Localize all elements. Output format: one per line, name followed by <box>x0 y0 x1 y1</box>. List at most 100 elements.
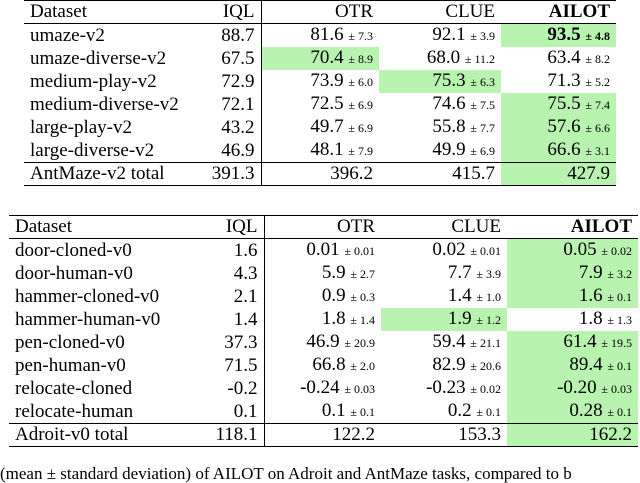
table-header-row: Dataset IQL OTR CLUE AILOT <box>9 215 638 239</box>
ailot-mean: 75.5 <box>547 93 581 114</box>
clue-mean: 0.02 <box>432 239 466 260</box>
iql-value: 2.1 <box>233 285 258 307</box>
ailot-mean: 63.4 <box>547 47 581 68</box>
dataset-name: relocate-cloned <box>15 377 133 399</box>
header-ailot: AILOT <box>501 0 616 24</box>
otr-mean: 70.4 <box>310 47 344 68</box>
ailot-mean: 0.05 <box>563 239 597 260</box>
otr-std: ± 0.3 <box>350 290 375 304</box>
header-otr: OTR <box>260 0 379 24</box>
clue-cell: 0.02 ± 0.01 <box>381 239 507 263</box>
header-iql: IQL <box>199 0 261 24</box>
table-body: door-cloned-v0 1.6 0.01 ± 0.01 0.02 ± 0.01 0… <box>9 238 638 424</box>
otr-std: ± 7.3 <box>348 29 373 43</box>
clue-cell: 75.3 ± 6.3 <box>379 70 501 93</box>
otr-std: ± 8.9 <box>348 52 373 66</box>
table-body: umaze-v2 88.7 81.6 ± 7.3 92.1 ± 3.9 93.5 ± 4… <box>24 23 616 163</box>
otr-cell: 5.9 ± 2.7 <box>263 262 381 285</box>
iql-value: -0.2 <box>227 377 258 399</box>
clue-cell: 1.9 ± 1.2 <box>381 308 507 331</box>
table-row: large-play-v2 43.2 49.7 ± 6.9 55.8 ± 7.7 57.… <box>24 116 616 139</box>
total-otr: 122.2 <box>263 423 381 447</box>
clue-std: ± 3.9 <box>476 267 501 281</box>
clue-cell: 55.8 ± 7.7 <box>379 116 501 139</box>
otr-cell: 0.9 ± 0.3 <box>263 285 381 308</box>
header-clue: CLUE <box>381 215 507 239</box>
ailot-std: ± 19.5 <box>601 336 632 350</box>
clue-mean: 55.8 <box>432 116 466 137</box>
clue-cell: 0.2 ± 0.1 <box>381 400 507 424</box>
total-label: Adroit-v0 total <box>9 423 189 447</box>
otr-std: ± 7.9 <box>348 144 373 158</box>
table-row: hammer-human-v0 1.4 1.8 ± 1.4 1.9 ± 1.2 1.8 … <box>9 308 638 331</box>
table-row: hammer-cloned-v0 2.1 0.9 ± 0.3 1.4 ± 1.0 1.6… <box>9 285 638 308</box>
otr-std: ± 0.01 <box>344 244 375 258</box>
ailot-mean: 71.3 <box>547 70 581 91</box>
otr-std: ± 1.4 <box>350 313 375 327</box>
dataset-name: umaze-v2 <box>30 24 105 46</box>
dataset-name: pen-cloned-v0 <box>15 331 125 353</box>
otr-mean: 0.01 <box>306 239 340 260</box>
clue-mean: 59.4 <box>432 331 466 352</box>
iql-value: 1.4 <box>233 308 258 330</box>
total-iql: 391.3 <box>199 162 261 186</box>
otr-cell: 73.9 ± 6.0 <box>260 70 379 93</box>
otr-std: ± 20.9 <box>344 336 375 350</box>
ailot-cell: 63.4 ± 8.2 <box>501 47 616 70</box>
dataset-name: medium-diverse-v2 <box>30 93 179 115</box>
ailot-cell: 57.6 ± 6.6 <box>501 116 616 139</box>
clue-std: ± 7.7 <box>470 121 495 135</box>
otr-std: ± 6.0 <box>348 75 373 89</box>
ailot-std: ± 1.3 <box>607 313 632 327</box>
ailot-std: ± 3.1 <box>585 144 610 158</box>
clue-std: ± 0.1 <box>476 405 501 419</box>
ailot-mean: 57.6 <box>547 116 581 137</box>
ailot-std: ± 8.2 <box>585 52 610 66</box>
clue-mean: 92.1 <box>432 24 466 45</box>
clue-mean: 0.2 <box>447 400 472 421</box>
ailot-std: ± 7.4 <box>585 98 610 112</box>
table-row: relocate-human 0.1 0.1 ± 0.1 0.2 ± 0.1 0.28 … <box>9 400 638 424</box>
ailot-mean: 0.28 <box>569 400 603 421</box>
otr-mean: 49.7 <box>310 116 344 137</box>
otr-mean: 72.5 <box>310 93 344 114</box>
ailot-cell: 0.05 ± 0.02 <box>507 238 638 262</box>
clue-std: ± 20.6 <box>470 359 501 373</box>
clue-std: ± 0.01 <box>470 244 501 258</box>
otr-cell: 70.4 ± 8.9 <box>260 47 379 70</box>
clue-std: ± 11.2 <box>464 52 495 66</box>
header-otr: OTR <box>263 215 381 239</box>
ailot-mean: 1.8 <box>578 308 603 329</box>
table-total-row: AntMaze-v2 total 391.3 396.2 415.7 427.9 <box>24 162 616 186</box>
table-row: umaze-diverse-v2 67.5 70.4 ± 8.9 68.0 ± 11.… <box>24 47 616 70</box>
header-dataset: Dataset <box>24 0 199 24</box>
ailot-mean: 7.9 <box>578 262 603 283</box>
otr-std: ± 6.9 <box>348 121 373 135</box>
otr-cell: 46.9 ± 20.9 <box>263 331 381 354</box>
clue-cell: 74.6 ± 7.5 <box>379 93 501 116</box>
table-row: door-cloned-v0 1.6 0.01 ± 0.01 0.02 ± 0.01 0… <box>9 238 638 263</box>
ailot-cell: 93.5 ± 4.8 <box>501 23 616 47</box>
dataset-name: umaze-diverse-v2 <box>30 47 167 69</box>
clue-mean: 74.6 <box>432 93 466 114</box>
clue-mean: 7.7 <box>447 262 472 283</box>
dataset-name: door-cloned-v0 <box>15 239 132 261</box>
otr-std: ± 2.0 <box>350 359 375 373</box>
total-clue: 415.7 <box>379 162 501 186</box>
clue-std: ± 21.1 <box>470 336 501 350</box>
iql-value: 46.9 <box>221 139 255 161</box>
dataset-name: large-diverse-v2 <box>30 139 155 161</box>
otr-cell: 1.8 ± 1.4 <box>263 308 381 331</box>
ailot-std: ± 0.02 <box>601 244 632 258</box>
table-caption: (mean ± standard deviation) of AILOT on … <box>0 464 572 483</box>
antmaze-results-table: Dataset IQL OTR CLUE AILOT umaze-v2 88.7 8… <box>24 0 616 186</box>
ailot-cell: 71.3 ± 5.2 <box>501 70 616 93</box>
adroit-results-table: Dataset IQL OTR CLUE AILOT door-cloned-v… <box>9 215 638 447</box>
dataset-name: large-play-v2 <box>30 116 132 138</box>
ailot-cell: 66.6 ± 3.1 <box>501 139 616 163</box>
clue-std: ± 1.0 <box>476 290 501 304</box>
ailot-std: ± 0.1 <box>607 405 632 419</box>
ailot-mean: 93.5 <box>547 24 581 45</box>
table-header-row: Dataset IQL OTR CLUE AILOT <box>24 0 616 24</box>
clue-cell: 49.9 ± 6.9 <box>379 139 501 163</box>
